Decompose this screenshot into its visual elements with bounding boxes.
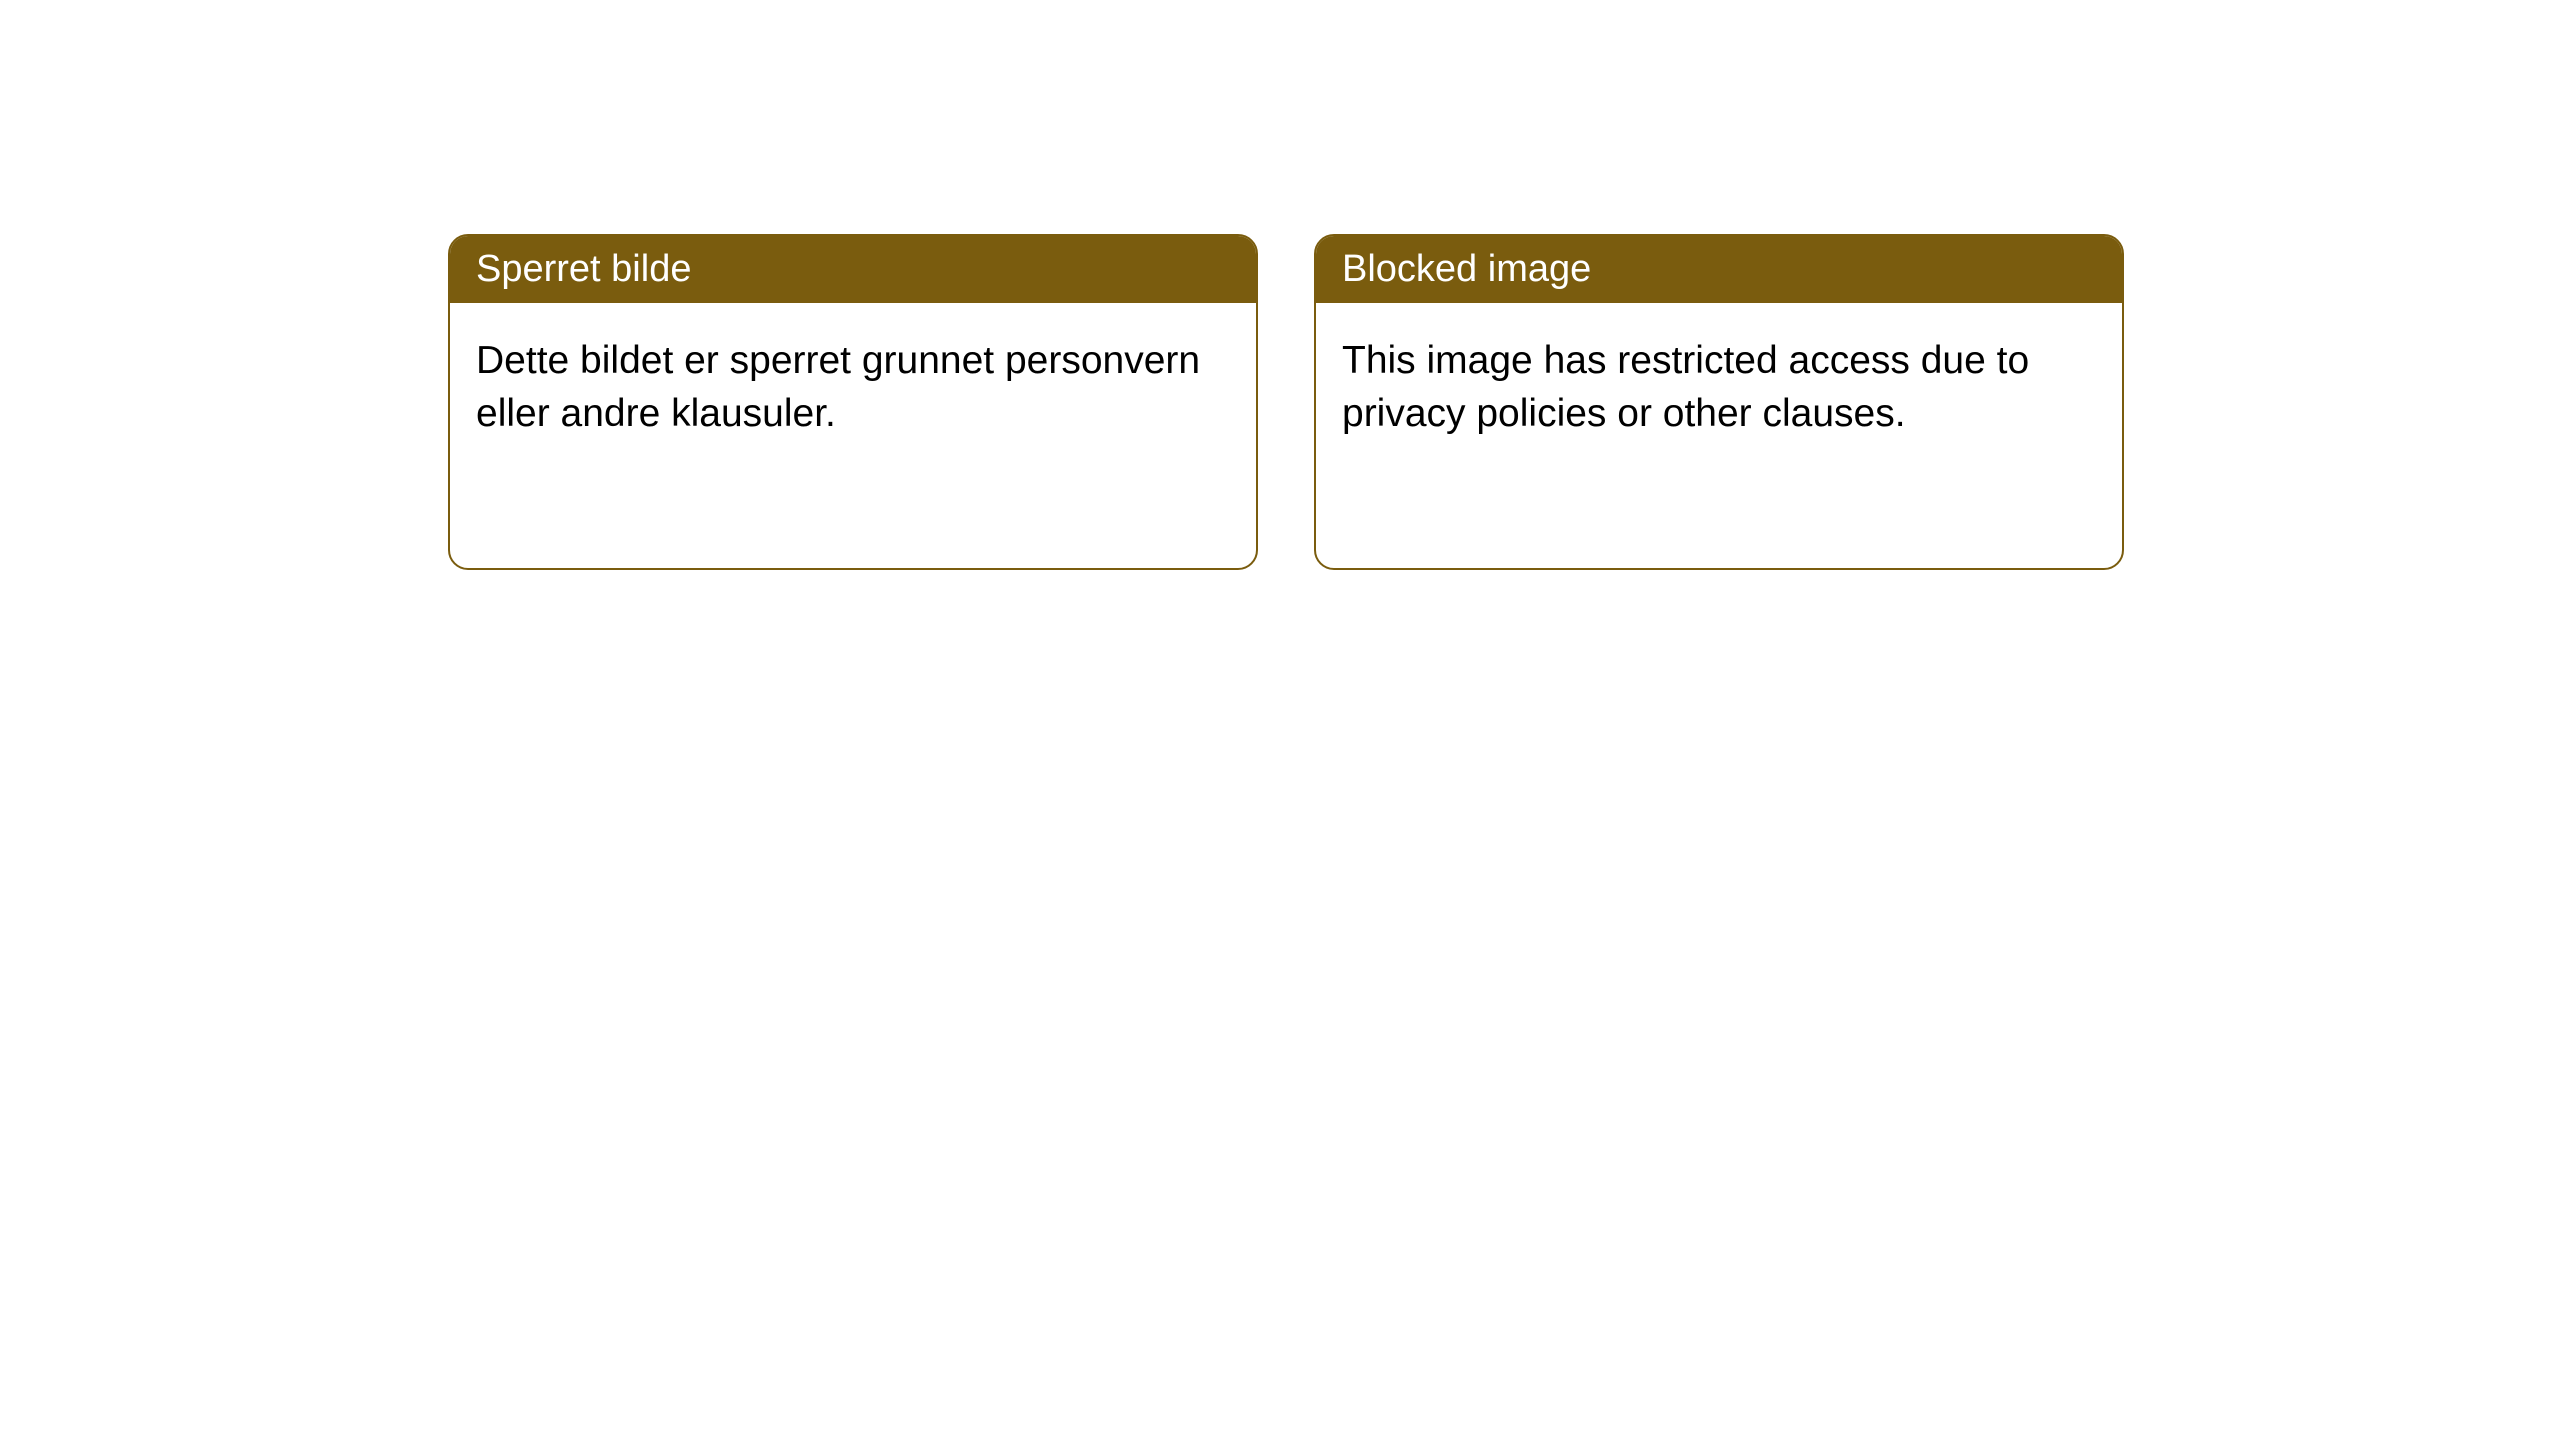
notice-cards-container: Sperret bilde Dette bildet er sperret gr… — [0, 0, 2560, 570]
notice-header: Blocked image — [1316, 236, 2122, 303]
notice-header: Sperret bilde — [450, 236, 1256, 303]
notice-body: This image has restricted access due to … — [1316, 303, 2122, 472]
notice-body: Dette bildet er sperret grunnet personve… — [450, 303, 1256, 472]
notice-card-norwegian: Sperret bilde Dette bildet er sperret gr… — [448, 234, 1258, 570]
notice-card-english: Blocked image This image has restricted … — [1314, 234, 2124, 570]
